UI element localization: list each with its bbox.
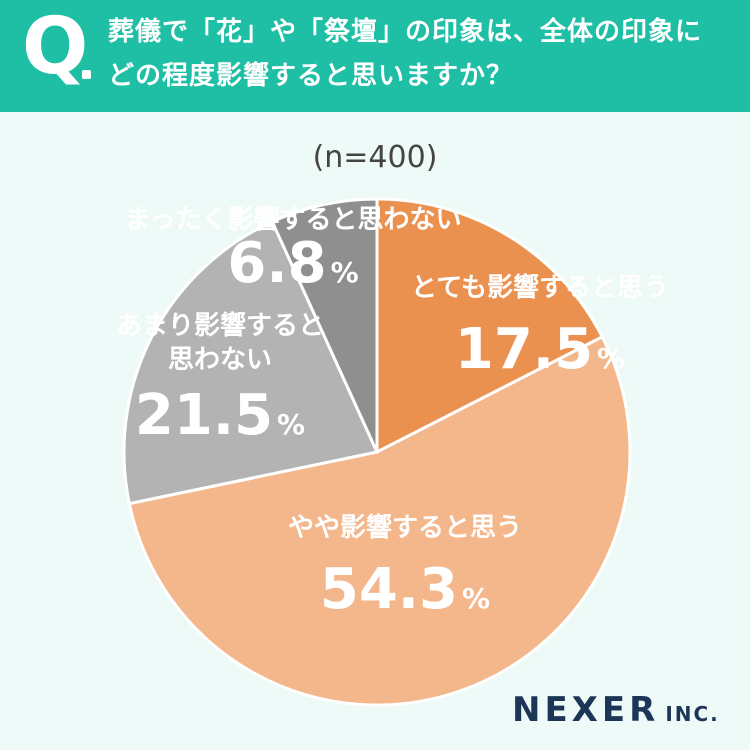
slice-label-not-much: 思わない	[168, 345, 272, 375]
question-header: Q 葬儀で「花」や「祭壇」の印象は、全体の印象に どの程度影響すると思いますか？	[0, 0, 750, 112]
question-line-2: どの程度影響すると思いますか？	[108, 61, 514, 91]
question-text: 葬儀で「花」や「祭壇」の印象は、全体の印象に どの程度影響すると思いますか？	[108, 10, 738, 98]
slice-value-not-at-all: 6.8%	[227, 231, 358, 296]
logo-name: NEXER	[512, 690, 660, 730]
slice-label-not-at-all: まったく影響すると思わない	[125, 204, 462, 235]
nexer-logo: NEXER INC.	[512, 690, 720, 730]
logo-suffix: INC.	[665, 702, 720, 726]
slice-label-not-much: あまり影響すると	[116, 310, 324, 341]
pie-slice-not-much	[122, 219, 380, 506]
q-mark: Q	[22, 2, 89, 92]
question-line-1: 葬儀で「花」や「祭壇」の印象は、全体の印象に	[108, 17, 703, 47]
pie-slice-not-at-all	[270, 197, 379, 453]
sample-size-label: (n=400)	[312, 140, 438, 175]
slice-label-somewhat: やや影響すると思う	[288, 512, 522, 543]
slice-value-somewhat: 54.3%	[320, 557, 490, 622]
slice-label-very: とても影響すると思う	[411, 272, 669, 303]
pie-slice-very	[375, 197, 605, 455]
slice-value-very: 17.5%	[455, 317, 625, 382]
slice-value-not-much: 21.5%	[135, 383, 305, 448]
q-dot-icon	[82, 70, 91, 79]
pie-slice-somewhat	[127, 334, 632, 707]
